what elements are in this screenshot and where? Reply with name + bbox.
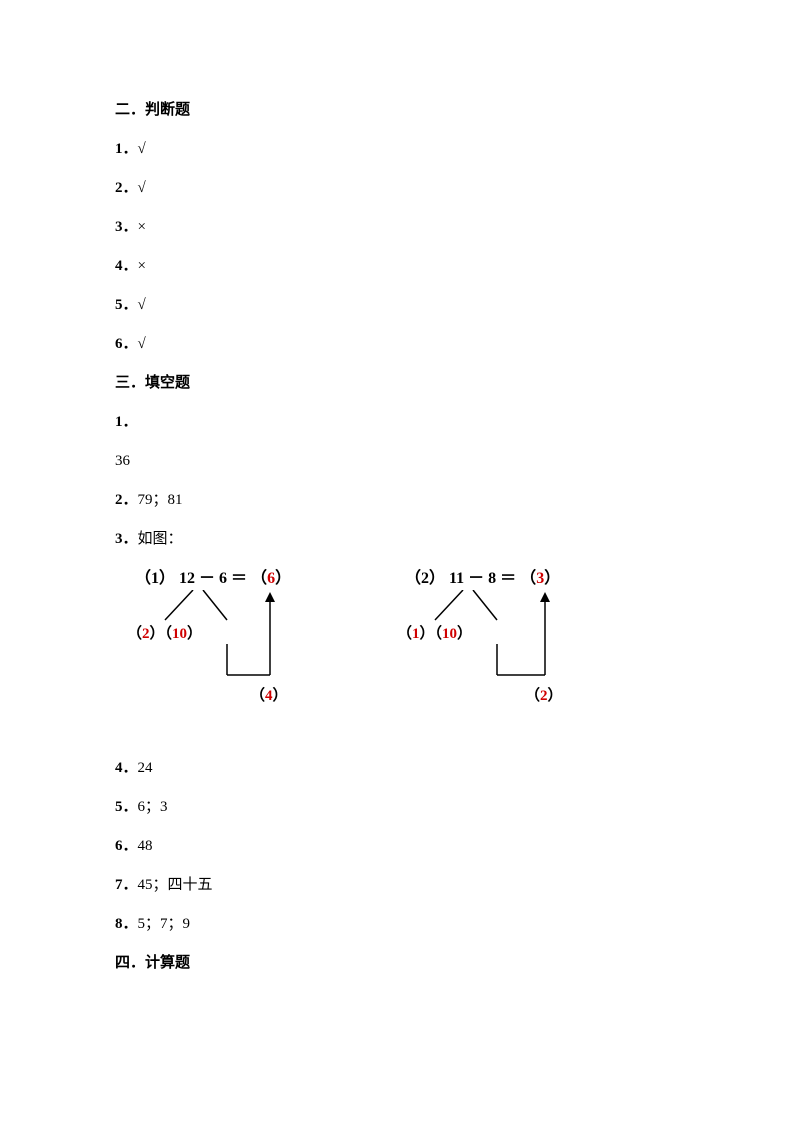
q-num: 3． [115,219,138,235]
d2-op: － [468,570,484,587]
q-ans: 45；四十五 [138,877,213,893]
d2-a: 11 [449,570,464,587]
q3-1-num: 1． [115,412,679,433]
d1-b: 6 [219,570,227,587]
q-ans: √ [138,141,146,157]
q-ans: √ [138,297,146,313]
d2-rp: ） [544,570,560,587]
q-ans: 48 [138,838,153,854]
d1-rp: ） [275,570,291,587]
q2-3: 3．× [115,217,679,238]
q-num: 2． [115,180,138,196]
d1-result: 6 [267,570,275,587]
q2-5: 5．√ [115,295,679,316]
q-num: 4． [115,760,138,776]
d2-result: 3 [536,570,544,587]
diagram-2-bottom: （2） [525,686,563,707]
q-num: 6． [115,336,138,352]
d1-op: － [199,570,215,587]
q-ans: √ [138,180,146,196]
q-num: 6． [115,838,138,854]
q3-6: 6．48 [115,836,679,857]
q-ans: 5；7；9 [138,916,191,932]
diagram-1-branches: （2）（10） [127,624,202,645]
d2-eq: ＝ [500,570,516,587]
q-ans: 79；81 [138,492,183,508]
q-num: 3． [115,531,138,547]
q-ans: 6；3 [138,799,168,815]
section-4-title: 四．计算题 [115,953,679,974]
diagram-2: （2） 11 － 8 ＝ （3） （1）（10） （2） [405,568,560,590]
d1-prefix: （1） [135,570,175,587]
diagram-2-svg [405,590,625,700]
d1-right: 10 [172,626,187,642]
diagram-1-bottom: （4） [250,686,288,707]
diagram-1: （1） 12 － 6 ＝ （6） （2）（10） （4） [135,568,291,590]
section-2-title: 二．判断题 [115,100,679,121]
d2-bottom: 2 [540,688,548,704]
section-3-title: 三．填空题 [115,373,679,394]
diagram-container: （1） 12 － 6 ＝ （6） （2）（10） （4） （2） 11 － 8 … [115,568,655,728]
d2-right: 10 [442,626,457,642]
d2-lp: （ [520,570,536,587]
q-num: 2． [115,492,138,508]
d1-eq: ＝ [231,570,247,587]
q3-1-ans: 36 [115,451,679,472]
q-num: 4． [115,258,138,274]
diagram-1-svg [135,590,355,700]
q3-4: 4．24 [115,758,679,779]
q-ans: √ [138,336,146,352]
q3-8: 8．5；7；9 [115,914,679,935]
q-num: 1． [115,414,138,430]
d1-left: 2 [142,626,150,642]
q-num: 5． [115,297,138,313]
q-ans: × [138,219,146,235]
diagram-2-equation: （2） 11 － 8 ＝ （3） [405,568,560,590]
d1-lp: （ [251,570,267,587]
d1-bottom: 4 [265,688,273,704]
q-num: 1． [115,141,138,157]
q-label: 如图： [138,531,183,547]
q-ans: 24 [138,760,153,776]
q3-7: 7．45；四十五 [115,875,679,896]
q3-2: 2．79；81 [115,490,679,511]
diagram-1-equation: （1） 12 － 6 ＝ （6） [135,568,291,590]
q2-1: 1．√ [115,139,679,160]
d2-b: 8 [488,570,496,587]
q-num: 8． [115,916,138,932]
d2-left: 1 [412,626,420,642]
q3-3: 3．如图： [115,529,679,550]
q-num: 5． [115,799,138,815]
q-ans: × [138,258,146,274]
q2-6: 6．√ [115,334,679,355]
d1-a: 12 [179,570,195,587]
d2-prefix: （2） [405,570,445,587]
q2-4: 4．× [115,256,679,277]
q-num: 7． [115,877,138,893]
q2-2: 2．√ [115,178,679,199]
diagram-2-branches: （1）（10） [397,624,472,645]
q3-5: 5．6；3 [115,797,679,818]
